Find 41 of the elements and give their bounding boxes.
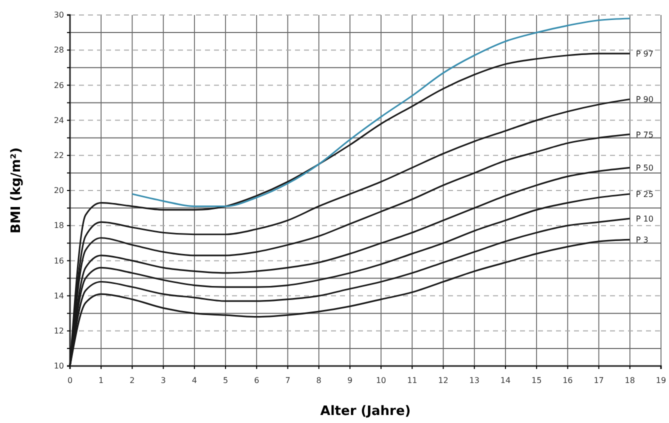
x-tick-label: 3 [160,376,166,386]
x-tick-label: 12 [438,376,448,386]
x-tick-label: 5 [222,376,228,386]
x-tick-label: 17 [594,376,604,386]
y-tick-label: 26 [54,80,64,90]
x-tick-label: 13 [469,376,480,386]
x-tick-label: 11 [407,376,418,386]
x-tick-label: 14 [500,376,511,386]
x-tick-label: 1 [98,376,104,386]
x-tick-label: 19 [656,376,666,386]
y-tick-label: 18 [54,221,64,230]
x-axis-title: Alter (Jahre) [320,404,411,419]
x-tick-label: 18 [624,376,635,386]
x-tick-label: 7 [285,376,290,386]
y-tick-label: 30 [54,10,64,20]
y-tick-label: 22 [54,150,64,160]
x-tick-label: 2 [130,376,135,386]
line-series [131,18,631,208]
series-label: P 97 [636,50,654,59]
x-tick-label: 4 [192,376,197,386]
x-tick-label: 0 [67,376,73,386]
x-tick-label: 9 [347,376,352,386]
series-label: P 90 [636,95,654,104]
y-axis-title: BMI (kg/m²) [9,147,24,234]
y-tick-label: 24 [54,116,64,125]
x-tick-label: 6 [254,376,260,386]
x-tick-label: 16 [562,376,573,386]
y-tick-label: 28 [54,46,64,55]
x-tick-label: 10 [376,376,386,386]
x-tick-label: 8 [316,376,322,386]
x-tick-label: 15 [531,376,542,386]
series-label: P 50 [636,164,654,173]
series-label: P 75 [636,130,654,140]
series-label: P 3 [636,236,648,245]
y-tick-label: 16 [54,256,64,266]
y-tick-label: 14 [54,291,64,300]
y-tick-label: 10 [54,362,64,371]
y-tick-label: 20 [54,186,64,196]
y-tick-label: 12 [54,326,64,336]
series-label: P 10 [636,214,654,224]
series-label: P 25 [636,190,654,200]
